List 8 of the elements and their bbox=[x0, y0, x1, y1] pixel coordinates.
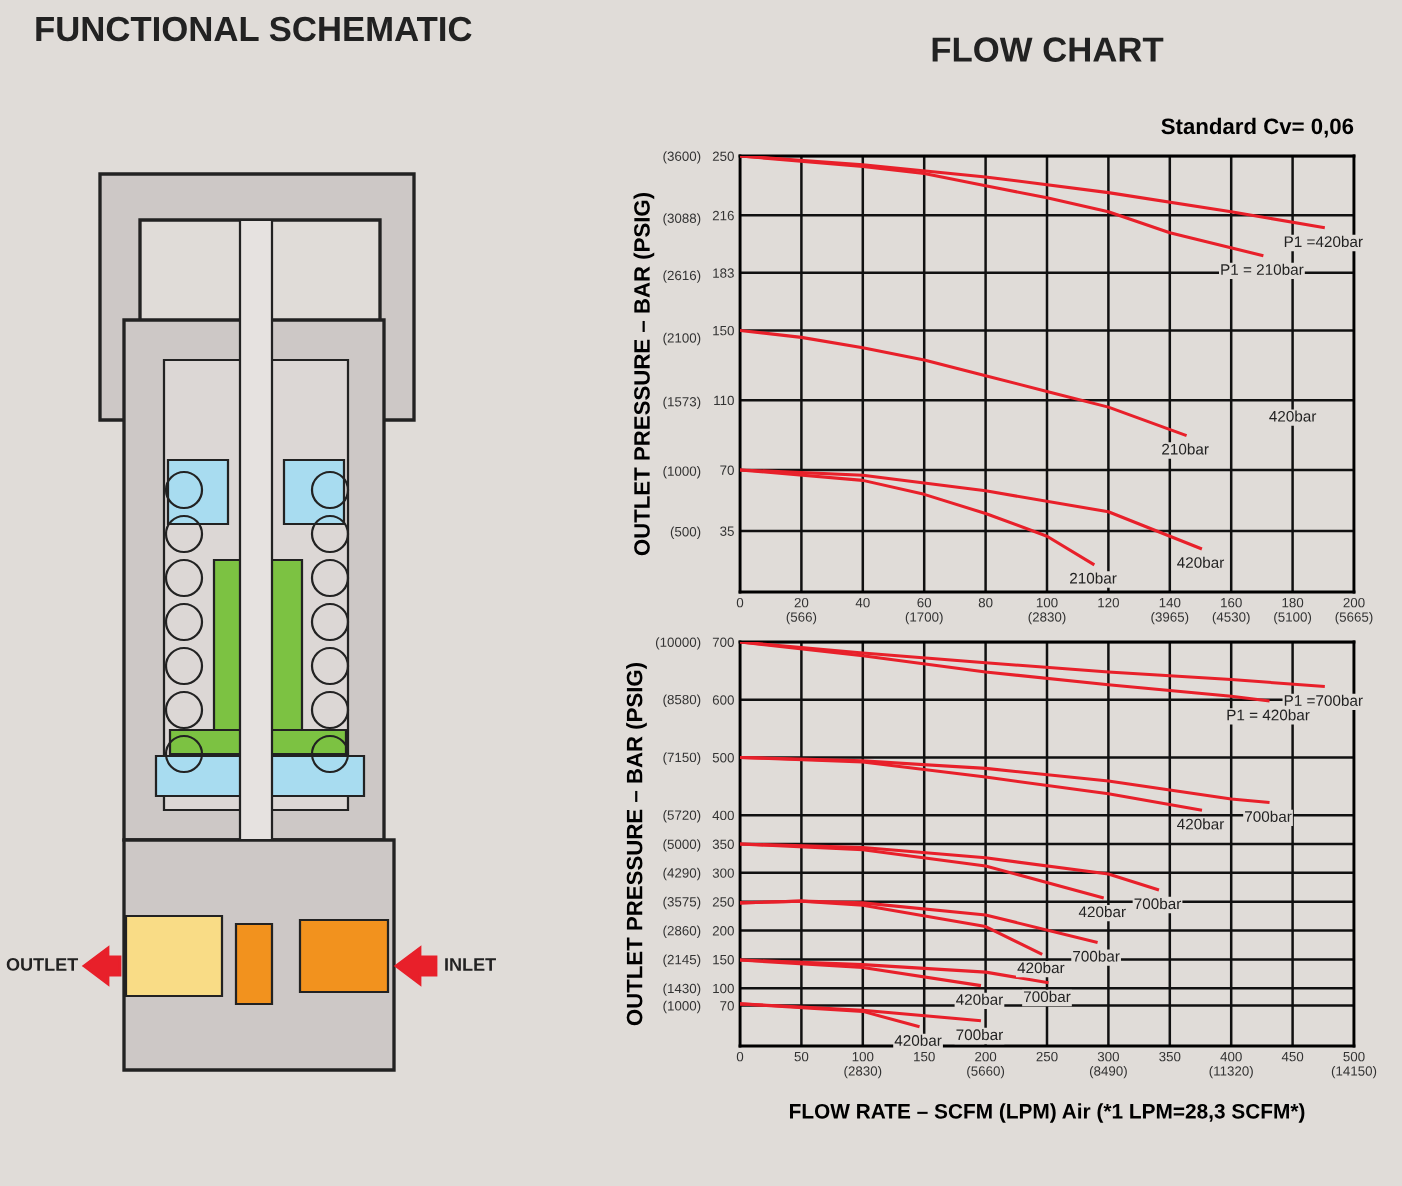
chart-title: FLOW CHART bbox=[932, 37, 1164, 62]
chart-subtitle: Standard Cv= 0,06 bbox=[1161, 117, 1354, 138]
text: INLET bbox=[445, 958, 496, 971]
x-axis-title: FLOW RATE – SCFM (LPM) Air (*1 LPM=28,3 SCFM*) bbox=[790, 1103, 1305, 1123]
text: FUNCTIONAL SCHEMATIC bbox=[36, 16, 472, 42]
text: OUTLET bbox=[6, 958, 79, 971]
y2-axis-title: OUTLET PRESSURE – BAR (PSIG) bbox=[626, 662, 647, 1026]
y2-axis-title: OUTLET PRESSURE – BAR (PSIG) bbox=[633, 192, 655, 556]
